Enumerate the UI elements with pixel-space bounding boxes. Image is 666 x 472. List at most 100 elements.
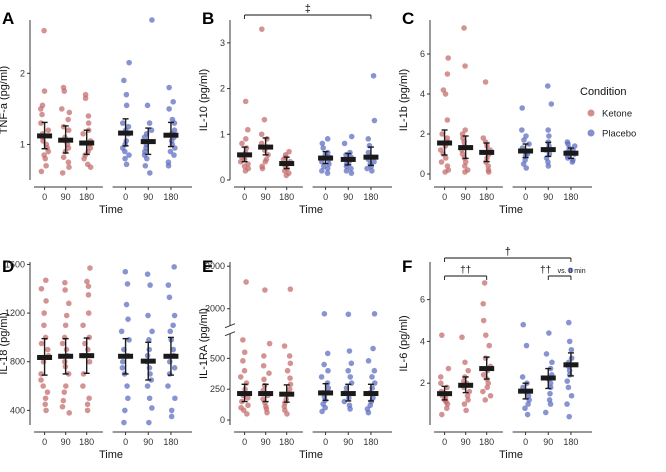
y-tick-label: 2 (420, 129, 425, 139)
x-tick-label: 0 (242, 192, 247, 202)
data-point-ketone (60, 154, 67, 161)
data-point-placebo (126, 152, 132, 158)
data-point-placebo (543, 351, 550, 357)
data-point-placebo (347, 374, 354, 380)
data-point-ketone (437, 374, 444, 380)
mean-bar-placebo (518, 148, 534, 154)
mean-bar-placebo (318, 390, 334, 396)
data-point-ketone (38, 340, 45, 347)
x-tick-label: 0 (123, 437, 128, 447)
data-point-ketone (42, 401, 48, 408)
data-point-placebo (167, 148, 174, 155)
data-point-placebo (165, 282, 172, 288)
data-point-placebo (519, 127, 525, 133)
data-point-ketone (444, 401, 451, 407)
data-point-placebo (566, 413, 573, 420)
data-point-ketone (44, 389, 51, 395)
significance-symbol: ‡ (305, 3, 311, 15)
data-point-ketone (42, 395, 49, 402)
data-point-placebo (170, 322, 176, 329)
data-point-placebo (371, 380, 378, 386)
data-point-placebo (147, 170, 153, 176)
y-tick-label: 800 (10, 357, 25, 367)
axis-break-mark (224, 331, 236, 337)
mean-bar-placebo (140, 358, 156, 364)
data-point-ketone (41, 310, 47, 316)
data-point-placebo (168, 413, 175, 420)
data-point-ketone (85, 292, 92, 298)
x-tick-label: 180 (363, 192, 378, 202)
panel-e: 0 250 500 2000 3000 IL-1RA (pg/ml) 0 90 180 0 90 18… (198, 261, 392, 461)
y-axis-title: IL-6 (pg/ml) (398, 315, 410, 371)
data-point-ketone (62, 279, 68, 286)
data-point-ketone (465, 397, 471, 403)
mean-bar-ketone (58, 137, 74, 143)
data-point-placebo (365, 409, 372, 416)
y-tick-label: 2 (220, 84, 225, 94)
data-point-placebo (166, 84, 172, 91)
data-point-placebo (149, 17, 155, 23)
data-point-placebo (122, 268, 129, 275)
data-point-ketone (462, 169, 468, 175)
data-point-ketone (487, 392, 494, 399)
data-point-ketone (259, 165, 266, 172)
data-point-placebo (320, 145, 327, 151)
data-point-ketone (242, 98, 249, 105)
panel-d: 400 800 1200 1600 IL-18 (pg/ml) 0 90 180 0 90 180 T… (0, 259, 192, 461)
data-point-placebo (523, 165, 530, 171)
data-point-placebo (564, 378, 571, 384)
data-point-placebo (122, 407, 128, 414)
data-point-ketone (281, 168, 288, 174)
data-point-ketone (63, 383, 69, 389)
mean-bar-placebo (163, 353, 179, 359)
data-point-placebo (520, 321, 527, 328)
mean-bar-ketone (258, 391, 274, 397)
y-tick-label: 400 (10, 405, 25, 415)
data-point-ketone (445, 55, 451, 61)
data-point-ketone (61, 358, 68, 365)
y-tick-label: 0 (220, 415, 225, 425)
data-point-ketone (284, 367, 291, 374)
mean-bar-ketone (258, 144, 274, 150)
data-point-ketone (261, 376, 267, 383)
data-point-ketone (80, 371, 87, 377)
y-axis-title: IL-1b (pg/ml) (398, 69, 410, 131)
data-point-placebo (148, 127, 155, 134)
data-point-placebo (566, 372, 573, 378)
data-point-ketone (287, 360, 294, 367)
legend-marker-ketone (587, 109, 595, 117)
data-point-placebo (565, 384, 572, 391)
data-point-placebo (348, 133, 355, 140)
y-axis-title: IL-18 (pg/ml) (0, 312, 10, 374)
y-tick-label: 3 (220, 38, 225, 48)
data-point-placebo (525, 392, 532, 399)
data-point-ketone (244, 411, 250, 417)
data-point-ketone (261, 353, 267, 359)
y-tick-label: 0 (220, 175, 225, 185)
x-tick-label: 0 (42, 192, 47, 202)
data-point-ketone (39, 111, 45, 118)
data-point-placebo (144, 155, 150, 162)
data-point-ketone (66, 164, 72, 170)
data-point-placebo (123, 91, 130, 98)
y-tick-label: 1200 (5, 308, 25, 318)
data-point-ketone (284, 411, 290, 417)
data-point-ketone (439, 411, 445, 418)
mean-bar-placebo (340, 391, 356, 397)
data-point-ketone (438, 159, 445, 165)
legend-marker-placebo (587, 129, 595, 137)
y-tick-label: 1 (220, 129, 225, 139)
x-tick-label: 0 (323, 192, 328, 202)
x-tick-label: 0 (242, 437, 247, 447)
data-point-ketone (444, 117, 451, 123)
data-point-ketone (245, 395, 251, 401)
mean-bar-placebo (140, 139, 156, 145)
data-point-ketone (86, 395, 92, 402)
data-point-ketone (240, 358, 246, 364)
data-point-placebo (319, 140, 326, 147)
data-point-ketone (84, 278, 90, 285)
data-point-ketone (287, 375, 293, 381)
x-tick-label: 90 (543, 192, 553, 202)
mean-bar-placebo (363, 391, 379, 397)
